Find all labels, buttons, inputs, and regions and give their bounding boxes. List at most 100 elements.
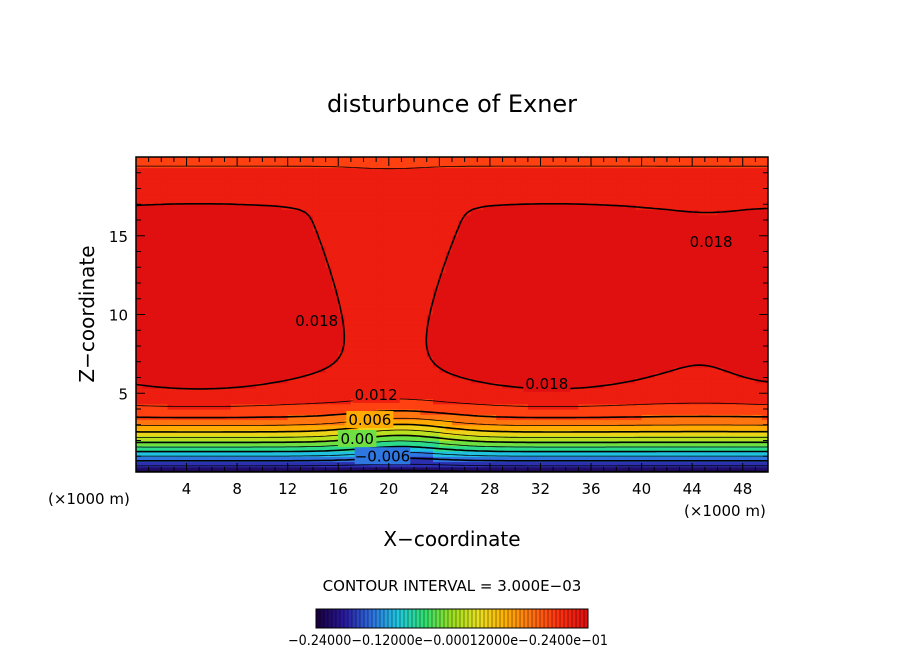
field-cell [218,193,226,200]
field-cell [515,309,523,316]
field-cell [161,230,169,237]
field-cell [395,172,403,179]
field-cell [363,372,371,379]
field-cell [256,220,263,226]
field-cell [628,461,636,468]
field-cell [597,361,605,368]
field-cell [319,220,327,226]
field-cell [205,199,213,205]
field-cell [376,251,384,258]
field-cell [591,172,598,179]
field-cell [180,230,188,237]
field-cell [275,398,282,405]
field-cell [407,157,415,163]
field-cell [597,440,605,447]
field-cell [369,178,377,184]
field-cell [287,183,295,190]
field-cell [388,230,396,237]
field-cell [344,193,352,200]
field-cell [622,377,630,384]
field-cell [357,314,365,321]
field-cell [546,267,554,274]
field-cell [616,204,624,211]
field-cell [192,361,200,368]
field-cell [262,419,270,426]
field-cell [300,283,308,289]
field-cell [572,204,579,211]
field-cell [167,340,175,347]
field-cell [647,430,655,436]
field-cell [477,241,485,247]
field-cell [319,340,327,347]
field-cell [350,330,358,337]
field-cell [439,403,447,410]
field-cell [338,220,346,226]
field-cell [211,188,219,195]
field-cell [572,188,579,195]
field-cell [622,424,630,431]
field-cell [477,451,485,457]
field-cell [237,314,245,321]
field-cell [363,241,371,247]
field-cell [180,398,188,405]
field-cell [458,157,466,163]
field-cell [199,193,207,200]
field-cell [205,262,213,268]
field-cell [167,424,175,431]
field-cell [647,372,655,379]
field-cell [489,309,497,316]
field-cell [218,256,226,263]
field-cell [483,288,491,295]
field-cell [610,430,617,436]
field-cell [275,230,282,237]
field-cell [572,335,579,342]
field-cell [237,330,245,337]
field-cell [628,172,636,179]
field-cell [395,293,403,300]
field-cell [262,356,270,363]
field-cell [211,162,219,169]
field-cell [502,309,510,316]
field-cell [306,340,314,347]
field-cell [281,246,289,253]
field-cell [414,451,421,457]
field-cell [546,209,554,216]
field-cell [578,351,586,358]
field-cell [275,246,282,253]
field-cell [382,335,390,342]
field-cell [628,356,636,363]
field-cell [452,204,459,211]
field-cell [161,430,169,436]
field-cell [256,235,263,242]
field-cell [275,356,282,363]
field-cell [199,172,207,179]
field-cell [211,330,219,337]
field-cell [616,382,624,389]
field-cell [357,319,365,326]
field-cell [546,325,554,331]
field-cell [256,283,263,289]
field-cell [224,220,232,226]
field-cell [540,424,548,431]
field-cell [376,288,384,295]
field-cell [591,330,598,337]
field-cell [325,398,333,405]
field-cell [173,361,181,368]
field-cell [641,288,649,295]
field-cell [388,241,396,247]
field-cell [243,246,251,253]
field-cell [211,267,219,274]
field-cell [445,330,453,337]
field-cell [376,435,384,442]
field-cell [439,340,447,347]
field-cell [319,382,327,389]
field-cell [508,162,516,169]
field-cell [502,157,510,163]
field-cell [312,456,320,463]
field-cell [483,183,491,190]
field-cell [445,461,453,468]
field-cell [628,445,636,452]
field-cell [287,461,295,468]
field-cell [641,398,649,405]
field-cell [420,382,428,389]
